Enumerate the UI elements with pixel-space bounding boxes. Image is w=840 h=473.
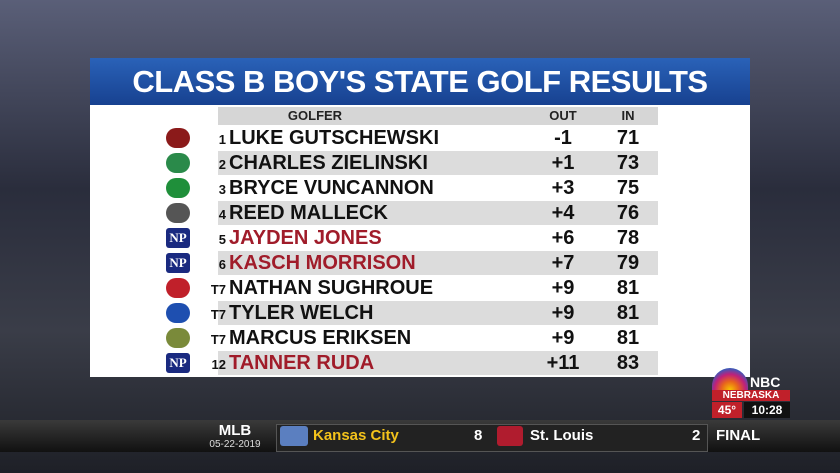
row-band <box>218 251 658 275</box>
team-logo: NP <box>166 228 190 248</box>
station-bug: NBC NEBRASKA 45° 10:28 <box>712 368 790 418</box>
results-panel <box>90 105 750 377</box>
away-score: 8 <box>474 427 483 444</box>
out-score: -1 <box>554 127 572 149</box>
in-score: 75 <box>616 177 640 199</box>
home-score: 2 <box>692 427 701 444</box>
row-band <box>218 151 658 175</box>
out-score: +9 <box>551 302 575 324</box>
out-score: +9 <box>551 327 575 349</box>
team-logo <box>166 203 190 223</box>
out-score: +1 <box>551 152 575 174</box>
out-score: +3 <box>551 177 575 199</box>
in-score: 73 <box>616 152 640 174</box>
rank: 12 <box>211 357 226 372</box>
in-score: 81 <box>616 327 640 349</box>
col-in: IN <box>621 108 635 123</box>
title: CLASS B BOY'S STATE GOLF RESULTS <box>90 58 750 105</box>
rank: 6 <box>218 257 226 272</box>
date: 05-22-2019 <box>209 439 261 450</box>
golfer-name: MARCUS ERIKSEN <box>229 327 412 349</box>
rank: T7 <box>210 307 226 322</box>
golfer-name: TYLER WELCH <box>229 302 374 324</box>
station: NEBRASKA <box>712 390 790 401</box>
network: NBC <box>750 374 781 390</box>
golfer-name: NATHAN SUGHROUE <box>229 277 434 299</box>
peacock <box>712 368 748 390</box>
score-box <box>276 424 708 452</box>
team-logo <box>166 328 190 348</box>
out-score: +6 <box>551 227 575 249</box>
in-score: 79 <box>616 252 640 274</box>
out-score: +7 <box>551 252 575 274</box>
in-score: 76 <box>616 202 640 224</box>
team-logo: NP <box>166 253 190 273</box>
in-score: 78 <box>616 227 640 249</box>
in-score: 81 <box>616 302 640 324</box>
rank: 5 <box>218 232 226 247</box>
team-logo: NP <box>166 353 190 373</box>
header-bar <box>218 107 658 125</box>
golfer-name: KASCH MORRISON <box>229 252 416 274</box>
home-team: St. Louis <box>530 427 594 444</box>
golfer-name: JAYDEN JONES <box>229 227 382 249</box>
col-out: OUT <box>549 108 577 123</box>
golfer-name: LUKE GUTSCHEWSKI <box>229 127 439 149</box>
team-logo <box>166 153 190 173</box>
rank: 3 <box>218 182 226 197</box>
away-team: Kansas City <box>313 427 399 444</box>
home-logo <box>497 426 523 446</box>
team-logo <box>166 178 190 198</box>
league: MLB <box>218 422 252 439</box>
out-score: +11 <box>546 352 580 374</box>
away-logo <box>280 426 308 446</box>
time: 10:28 <box>744 402 790 418</box>
team-logo <box>166 303 190 323</box>
team-logo <box>166 128 190 148</box>
golfer-name: TANNER RUDA <box>229 352 375 374</box>
in-score: 71 <box>616 127 640 149</box>
out-score: +4 <box>551 202 575 224</box>
golfer-name: REED MALLECK <box>229 202 388 224</box>
rank: 2 <box>218 157 226 172</box>
rank: T7 <box>210 282 226 297</box>
row-band <box>218 201 658 225</box>
row-band <box>218 351 658 375</box>
in-score: 83 <box>616 352 640 374</box>
rank: T7 <box>210 332 226 347</box>
in-score: 81 <box>616 277 640 299</box>
status: FINAL <box>716 427 761 444</box>
rank: 4 <box>218 207 226 222</box>
rank: 1 <box>218 132 226 147</box>
golfer-name: CHARLES ZIELINSKI <box>229 152 428 174</box>
out-score: +9 <box>551 277 575 299</box>
temp: 45° <box>712 402 742 418</box>
row-band <box>218 301 658 325</box>
team-logo <box>166 278 190 298</box>
golfer-name: BRYCE VUNCANNON <box>229 177 434 199</box>
col-golfer: GOLFER <box>287 108 343 123</box>
